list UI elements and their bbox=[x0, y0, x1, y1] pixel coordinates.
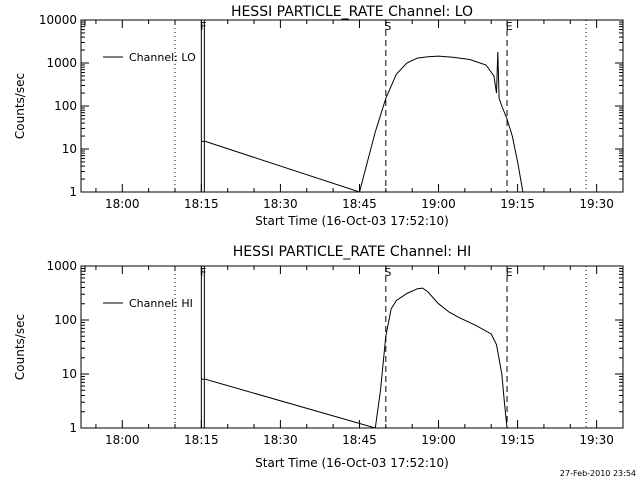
x-tick-label: 19:15 bbox=[500, 433, 535, 447]
event-marker-label: E bbox=[506, 20, 513, 33]
event-marker-label: S bbox=[384, 266, 391, 279]
x-tick-label: 18:15 bbox=[184, 433, 219, 447]
x-tick-label: 18:00 bbox=[105, 197, 140, 211]
x-axis-label: Start Time (16-Oct-03 17:52:10) bbox=[255, 214, 449, 228]
y-tick-label: 100 bbox=[54, 313, 77, 327]
y-tick-label: 1000 bbox=[46, 259, 77, 273]
chart-panel-1: HESSI PARTICLE_RATE Channel: LO 18:00 18:1… bbox=[13, 4, 624, 228]
x-tick-label: 19:30 bbox=[579, 433, 614, 447]
x-tick-label: 19:30 bbox=[579, 197, 614, 211]
plot-frame bbox=[80, 265, 624, 429]
x-tick-label: 19:15 bbox=[500, 197, 535, 211]
x-tick-label: 18:00 bbox=[105, 433, 140, 447]
chart-panel-2: HESSI PARTICLE_RATE Channel: HI 18:00 18:1… bbox=[13, 244, 624, 470]
y-tick-label: 10 bbox=[62, 367, 77, 381]
chart-title: HESSI PARTICLE_RATE Channel: LO bbox=[231, 4, 473, 20]
x-tick-label: 19:00 bbox=[421, 197, 456, 211]
x-tick-label: 18:45 bbox=[342, 197, 377, 211]
y-tick-label: 1 bbox=[69, 421, 77, 435]
event-marker-label: E bbox=[506, 266, 513, 279]
legend-label: Channel: HI bbox=[129, 297, 193, 310]
y-tick-label: 100 bbox=[54, 99, 77, 113]
x-tick-label: 19:00 bbox=[421, 433, 456, 447]
y-axis-label: Counts/sec bbox=[13, 73, 27, 139]
event-marker-label: F bbox=[200, 20, 206, 33]
legend-label: Channel: LO bbox=[129, 51, 196, 64]
x-tick-label: 18:15 bbox=[184, 197, 219, 211]
date-stamp: 27-Feb-2010 23:54 bbox=[560, 469, 636, 478]
x-tick-label: 18:30 bbox=[263, 433, 298, 447]
chart-title: HESSI PARTICLE_RATE Channel: HI bbox=[233, 244, 471, 260]
y-tick-label: 1000 bbox=[46, 56, 77, 70]
series-line bbox=[201, 51, 524, 193]
y-tick-label: 1 bbox=[69, 185, 77, 199]
series-line bbox=[201, 287, 508, 429]
plot-frame bbox=[80, 19, 624, 193]
event-marker-label: S bbox=[384, 20, 391, 33]
x-axis-label: Start Time (16-Oct-03 17:52:10) bbox=[255, 456, 449, 470]
y-axis-label: Counts/sec bbox=[13, 314, 27, 380]
x-tick-label: 18:45 bbox=[342, 433, 377, 447]
y-tick-label: 10000 bbox=[39, 13, 77, 27]
y-tick-label: 10 bbox=[62, 142, 77, 156]
x-tick-label: 18:30 bbox=[263, 197, 298, 211]
event-marker-label: F bbox=[200, 266, 206, 279]
